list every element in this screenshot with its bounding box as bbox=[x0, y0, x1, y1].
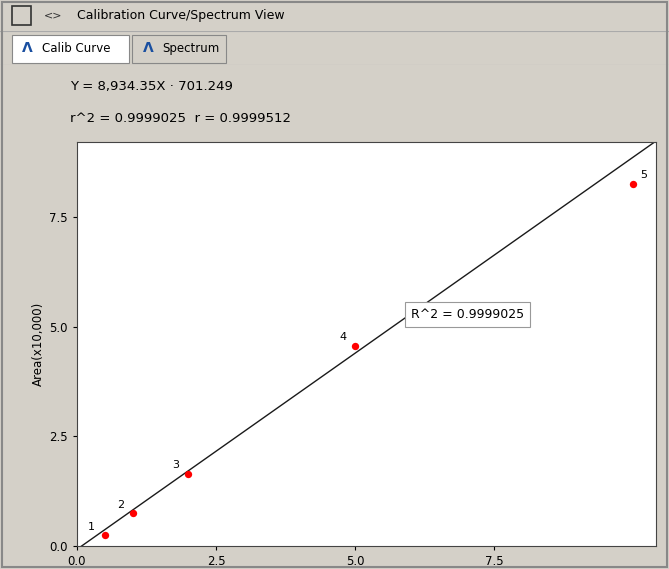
Text: Spectrum: Spectrum bbox=[163, 42, 220, 55]
Text: Y = 8,934.35X · 701.249: Y = 8,934.35X · 701.249 bbox=[70, 80, 233, 93]
Y-axis label: Area(x10,000): Area(x10,000) bbox=[32, 302, 45, 386]
Text: Calib Curve: Calib Curve bbox=[42, 42, 110, 55]
Point bbox=[350, 342, 361, 351]
FancyBboxPatch shape bbox=[132, 35, 226, 63]
Point bbox=[183, 469, 193, 479]
Text: 4: 4 bbox=[340, 332, 347, 342]
Text: Calibration Curve/Spectrum View: Calibration Curve/Spectrum View bbox=[77, 9, 284, 22]
Point bbox=[100, 531, 110, 540]
FancyBboxPatch shape bbox=[12, 35, 129, 63]
Text: Λ: Λ bbox=[142, 42, 153, 55]
Text: 2: 2 bbox=[117, 500, 124, 510]
Text: <>: <> bbox=[43, 11, 62, 20]
Text: 1: 1 bbox=[88, 522, 95, 532]
Bar bbox=[12, 6, 31, 25]
Point bbox=[628, 179, 639, 188]
Text: 3: 3 bbox=[173, 460, 180, 470]
Text: Λ: Λ bbox=[22, 42, 33, 55]
Text: R^2 = 0.9999025: R^2 = 0.9999025 bbox=[411, 308, 524, 321]
Text: 5: 5 bbox=[640, 171, 647, 180]
Point bbox=[127, 509, 138, 518]
Text: r^2 = 0.9999025  r = 0.9999512: r^2 = 0.9999025 r = 0.9999512 bbox=[70, 112, 291, 125]
